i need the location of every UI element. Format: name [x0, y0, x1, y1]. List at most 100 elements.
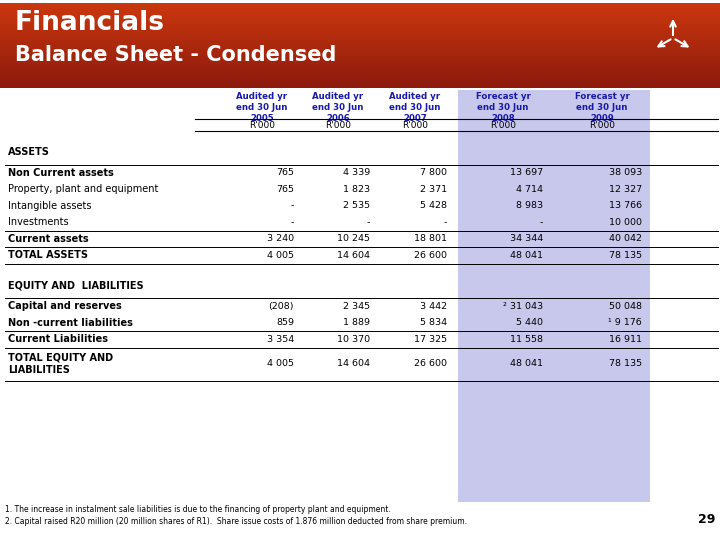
Text: 10 245: 10 245	[337, 234, 370, 243]
Text: Audited yr
end 30 Jun
2006: Audited yr end 30 Jun 2006	[312, 92, 364, 123]
Bar	[0, 65, 720, 66]
Text: 10 370: 10 370	[337, 335, 370, 344]
Bar	[0, 83, 720, 84]
Text: 26 600: 26 600	[414, 251, 447, 260]
Bar	[0, 24, 720, 25]
Text: 26 600: 26 600	[414, 360, 447, 368]
Bar	[0, 38, 720, 39]
Bar	[0, 61, 720, 62]
Text: Non Current assets: Non Current assets	[8, 168, 114, 178]
Text: Current Liabilities: Current Liabilities	[8, 334, 108, 345]
Text: 4 005: 4 005	[267, 251, 294, 260]
Bar	[0, 82, 720, 83]
Text: 3 354: 3 354	[266, 335, 294, 344]
Bar	[0, 86, 720, 87]
Bar	[0, 12, 720, 13]
Text: 12 327: 12 327	[609, 185, 642, 194]
Text: Non -current liabilities: Non -current liabilities	[8, 318, 133, 328]
Bar	[0, 63, 720, 64]
Text: 14 604: 14 604	[337, 251, 370, 260]
Text: R'000: R'000	[490, 120, 516, 130]
Text: 4 339: 4 339	[343, 168, 370, 177]
Bar	[0, 76, 720, 77]
Bar	[0, 45, 720, 46]
Bar	[0, 66, 720, 67]
Bar	[0, 34, 720, 35]
Text: 2 345: 2 345	[343, 302, 370, 310]
Bar	[0, 11, 720, 12]
Bar	[0, 0, 720, 1]
Text: TOTAL EQUITY AND
LIABILITIES: TOTAL EQUITY AND LIABILITIES	[8, 353, 113, 375]
Text: 18 801: 18 801	[414, 234, 447, 243]
Bar	[0, 87, 720, 88]
Text: 78 135: 78 135	[609, 251, 642, 260]
Text: 1 889: 1 889	[343, 318, 370, 327]
Text: 13 697: 13 697	[510, 168, 543, 177]
Bar	[0, 44, 720, 45]
Text: Forecast yr
end 30 Jun
2009: Forecast yr end 30 Jun 2009	[575, 92, 629, 123]
Bar	[0, 5, 720, 6]
Bar	[0, 56, 720, 57]
Text: 859: 859	[276, 318, 294, 327]
Bar	[0, 29, 720, 30]
Bar	[0, 31, 720, 32]
Text: Financials: Financials	[15, 10, 165, 36]
Bar	[0, 77, 720, 78]
Bar	[0, 21, 720, 22]
Bar	[0, 33, 720, 34]
Text: 10 000: 10 000	[609, 218, 642, 227]
Bar	[0, 80, 720, 81]
Text: 13 766: 13 766	[609, 201, 642, 210]
Text: 29: 29	[698, 513, 715, 526]
Bar	[0, 67, 720, 68]
Bar	[0, 2, 720, 3]
Text: TOTAL ASSETS: TOTAL ASSETS	[8, 250, 88, 260]
Text: 16 911: 16 911	[609, 335, 642, 344]
Text: R'000: R'000	[589, 120, 615, 130]
Text: 11 558: 11 558	[510, 335, 543, 344]
Text: 78 135: 78 135	[609, 360, 642, 368]
Text: 2 371: 2 371	[420, 185, 447, 194]
Bar	[0, 6, 720, 7]
Bar	[0, 72, 720, 73]
Text: ² 31 043: ² 31 043	[503, 302, 543, 310]
Text: 40 042: 40 042	[609, 234, 642, 243]
Text: 1. The increase in instalment sale liabilities is due to the financing of proper: 1. The increase in instalment sale liabi…	[5, 505, 391, 514]
Bar	[0, 43, 720, 44]
Text: 2 535: 2 535	[343, 201, 370, 210]
Text: Investments: Investments	[8, 217, 68, 227]
Text: Forecast yr
end 30 Jun
2008: Forecast yr end 30 Jun 2008	[476, 92, 531, 123]
Bar	[0, 70, 720, 71]
Bar	[0, 71, 720, 72]
Text: 5 428: 5 428	[420, 201, 447, 210]
Bar	[0, 17, 720, 18]
Text: -: -	[291, 201, 294, 210]
Bar	[0, 39, 720, 40]
Text: 7 800: 7 800	[420, 168, 447, 177]
Bar	[0, 0, 720, 3]
Bar	[0, 1, 720, 2]
Bar	[0, 50, 720, 51]
Bar	[0, 54, 720, 55]
Bar	[0, 69, 720, 70]
Bar	[0, 26, 720, 27]
Bar	[0, 28, 720, 29]
Bar	[0, 7, 720, 8]
Bar	[0, 37, 720, 38]
Bar	[0, 75, 720, 76]
Text: Capital and reserves: Capital and reserves	[8, 301, 122, 311]
Bar	[0, 53, 720, 54]
Text: Current assets: Current assets	[8, 234, 89, 244]
Bar	[0, 13, 720, 14]
Text: ¹ 9 176: ¹ 9 176	[608, 318, 642, 327]
Text: 48 041: 48 041	[510, 360, 543, 368]
Text: (208): (208)	[269, 302, 294, 310]
Bar	[0, 22, 720, 23]
Bar	[0, 32, 720, 33]
Text: -: -	[291, 218, 294, 227]
Text: Balance Sheet - Condensed: Balance Sheet - Condensed	[15, 45, 336, 65]
Bar	[0, 60, 720, 61]
Bar	[0, 73, 720, 74]
Bar	[0, 35, 720, 36]
Bar	[0, 25, 720, 26]
